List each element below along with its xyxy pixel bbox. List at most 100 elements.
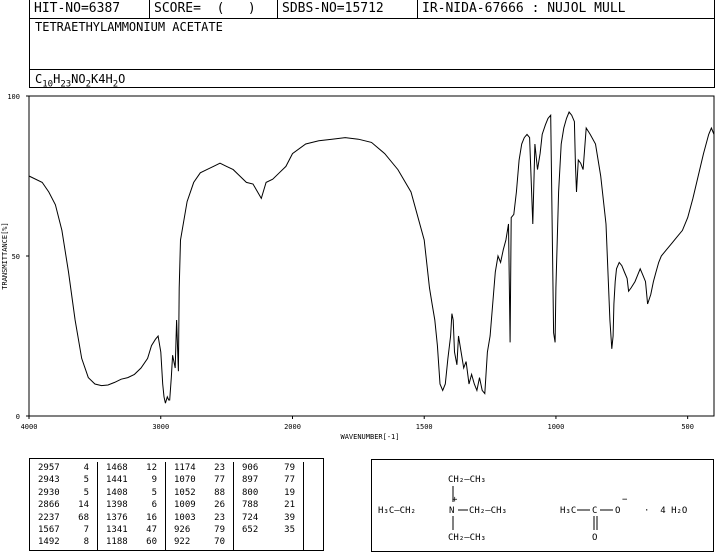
- peak-table: 2957 4 2943 5 2930 5 2866 14 2237 68 1567 7 1492 8 146…: [29, 458, 324, 551]
- peak-transmittance: 70: [214, 537, 225, 548]
- peak-column: 2957 4 2943 5 2930 5 2866 14 2237 68 1567 7 1492 8: [30, 462, 98, 550]
- peak-row: 1070 77: [166, 474, 233, 486]
- peak-transmittance: 26: [214, 500, 225, 511]
- peak-wavenumber: 2930: [38, 487, 60, 498]
- spectrum-line: [28, 111, 715, 404]
- peak-wavenumber: 652: [242, 524, 259, 535]
- peak-wavenumber: 800: [242, 487, 259, 498]
- peak-row: 2957 4: [30, 462, 97, 474]
- peak-transmittance: 23: [214, 512, 225, 523]
- peak-wavenumber: 922: [174, 537, 191, 548]
- peak-row: 1441 9: [98, 474, 165, 486]
- peak-wavenumber: 1376: [106, 512, 128, 523]
- peak-wavenumber: 1003: [174, 512, 196, 523]
- peak-transmittance: 77: [214, 475, 225, 486]
- formula-part: O: [118, 72, 126, 86]
- peak-transmittance: 5: [83, 475, 89, 486]
- peak-wavenumber: 724: [242, 512, 259, 523]
- ir-spectrum-chart: 0 50 100 4000 3000 2000 1500 1000 500 TRANSMITT…: [1, 93, 715, 441]
- peak-row: 897 77: [234, 474, 303, 486]
- peak-row: 2930 5: [30, 487, 97, 499]
- peak-transmittance: 47: [146, 524, 157, 535]
- ir-nida: IR-NIDA-67666 : NUJOL MULL: [422, 1, 626, 16]
- peak-transmittance: 6: [151, 500, 157, 511]
- cation-left-group: H₃C—CH₂: [378, 506, 416, 516]
- peak-wavenumber: 788: [242, 500, 259, 511]
- hit-number: HIT-NO=6387: [30, 0, 150, 18]
- peak-wavenumber: 897: [242, 475, 259, 486]
- peak-wavenumber: 926: [174, 524, 191, 535]
- peak-row: 2943 5: [30, 474, 97, 486]
- peak-column: 1174 23 1070 77 1052 88 1009 26 1003 23 926 79 922 70: [166, 462, 234, 550]
- formula-part: 23: [60, 79, 72, 90]
- peak-wavenumber: 1341: [106, 524, 128, 535]
- peak-wavenumber: 1408: [106, 487, 128, 498]
- peak-wavenumber: 2957: [38, 463, 60, 473]
- peak-wavenumber: 1398: [106, 500, 128, 511]
- peak-row: 1174 23: [166, 462, 233, 474]
- x-tick-label: 3000: [152, 423, 169, 431]
- peak-transmittance: 12: [146, 463, 157, 473]
- header-strip: HIT-NO=6387 SCORE= ( ) SDBS-NO=15712 IR-…: [29, 0, 715, 19]
- x-tick-label: 4000: [21, 423, 38, 431]
- cation-right-group: CH₂—CH₃: [469, 506, 507, 516]
- x-axis-label: WAVENUMBER[-1]: [340, 433, 399, 441]
- formula-part: NO: [71, 72, 86, 86]
- peak-wavenumber: 1188: [106, 537, 128, 548]
- cation-bottom-group: CH₂—CH₃: [448, 533, 486, 543]
- peak-wavenumber: 906: [242, 463, 259, 473]
- peak-wavenumber: 2866: [38, 500, 60, 511]
- peak-wavenumber: 1468: [106, 463, 128, 473]
- peak-wavenumber: 1492: [38, 537, 60, 548]
- peak-transmittance: 8: [83, 537, 89, 548]
- peak-transmittance: 79: [214, 524, 225, 535]
- anion-charge: −: [622, 495, 628, 505]
- peak-column: 906 79 897 77 800 19 788 21 724 39 652 35: [234, 462, 304, 550]
- peak-row: 2237 68: [30, 512, 97, 524]
- peak-transmittance: 4: [83, 463, 89, 473]
- peak-transmittance: 35: [284, 524, 295, 535]
- peak-transmittance: 5: [151, 487, 157, 498]
- peak-transmittance: 9: [151, 475, 157, 486]
- peak-row: 922 70: [166, 536, 233, 548]
- peak-row: 788 21: [234, 499, 303, 511]
- peak-row: 1376 16: [98, 512, 165, 524]
- sdbs-number: SDBS-NO=15712: [278, 0, 418, 18]
- peak-row: 1009 26: [166, 499, 233, 511]
- peak-wavenumber: 1070: [174, 475, 196, 486]
- formula-part: H: [53, 72, 61, 86]
- peak-transmittance: 68: [78, 512, 89, 523]
- molecular-formula: C10H23NO2K4H2O: [35, 72, 125, 89]
- anion-methyl: H₃C: [560, 506, 576, 516]
- peak-transmittance: 23: [214, 463, 225, 473]
- peak-transmittance: 60: [146, 537, 157, 548]
- formula-part: C: [35, 72, 43, 86]
- peak-transmittance: 21: [284, 500, 295, 511]
- y-tick-label: 50: [12, 253, 20, 261]
- peak-row: 1492 8: [30, 536, 97, 548]
- peak-transmittance: 5: [83, 487, 89, 498]
- formula-part: 2: [112, 79, 119, 90]
- y-tick-label: 0: [16, 413, 20, 421]
- cation-top-group: CH₂—CH₃: [448, 475, 486, 485]
- peak-wavenumber: 1567: [38, 524, 60, 535]
- peak-wavenumber: 2943: [38, 475, 60, 486]
- peak-wavenumber: 1174: [174, 463, 196, 473]
- peak-transmittance: 88: [214, 487, 225, 498]
- cation-nitrogen: N: [449, 506, 454, 516]
- peak-wavenumber: 1009: [174, 500, 196, 511]
- structure-box: CH₂—CH₃ H₃C—CH₂ N + CH₂—CH₃ CH₂—CH₃ H₃C …: [371, 459, 714, 552]
- anion-oxygen: O: [615, 506, 620, 516]
- peak-wavenumber: 1441: [106, 475, 128, 486]
- water-of-hydration: · 4 H₂O: [644, 506, 687, 516]
- peak-column: 1468 12 1441 9 1408 5 1398 6 1376 16 1341 47 1188 60: [98, 462, 166, 550]
- x-tick-label: 1000: [548, 423, 565, 431]
- x-tick-label: 2000: [284, 423, 301, 431]
- peak-transmittance: 14: [78, 500, 89, 511]
- formula-divider: [30, 69, 714, 70]
- compound-name: TETRAETHYLAMMONIUM ACETATE: [35, 20, 223, 34]
- peak-row: 1003 23: [166, 512, 233, 524]
- peak-row: 1398 6: [98, 499, 165, 511]
- y-axis-label: TRANSMITTANCE[%]: [1, 222, 9, 289]
- score: SCORE= ( ): [150, 0, 278, 18]
